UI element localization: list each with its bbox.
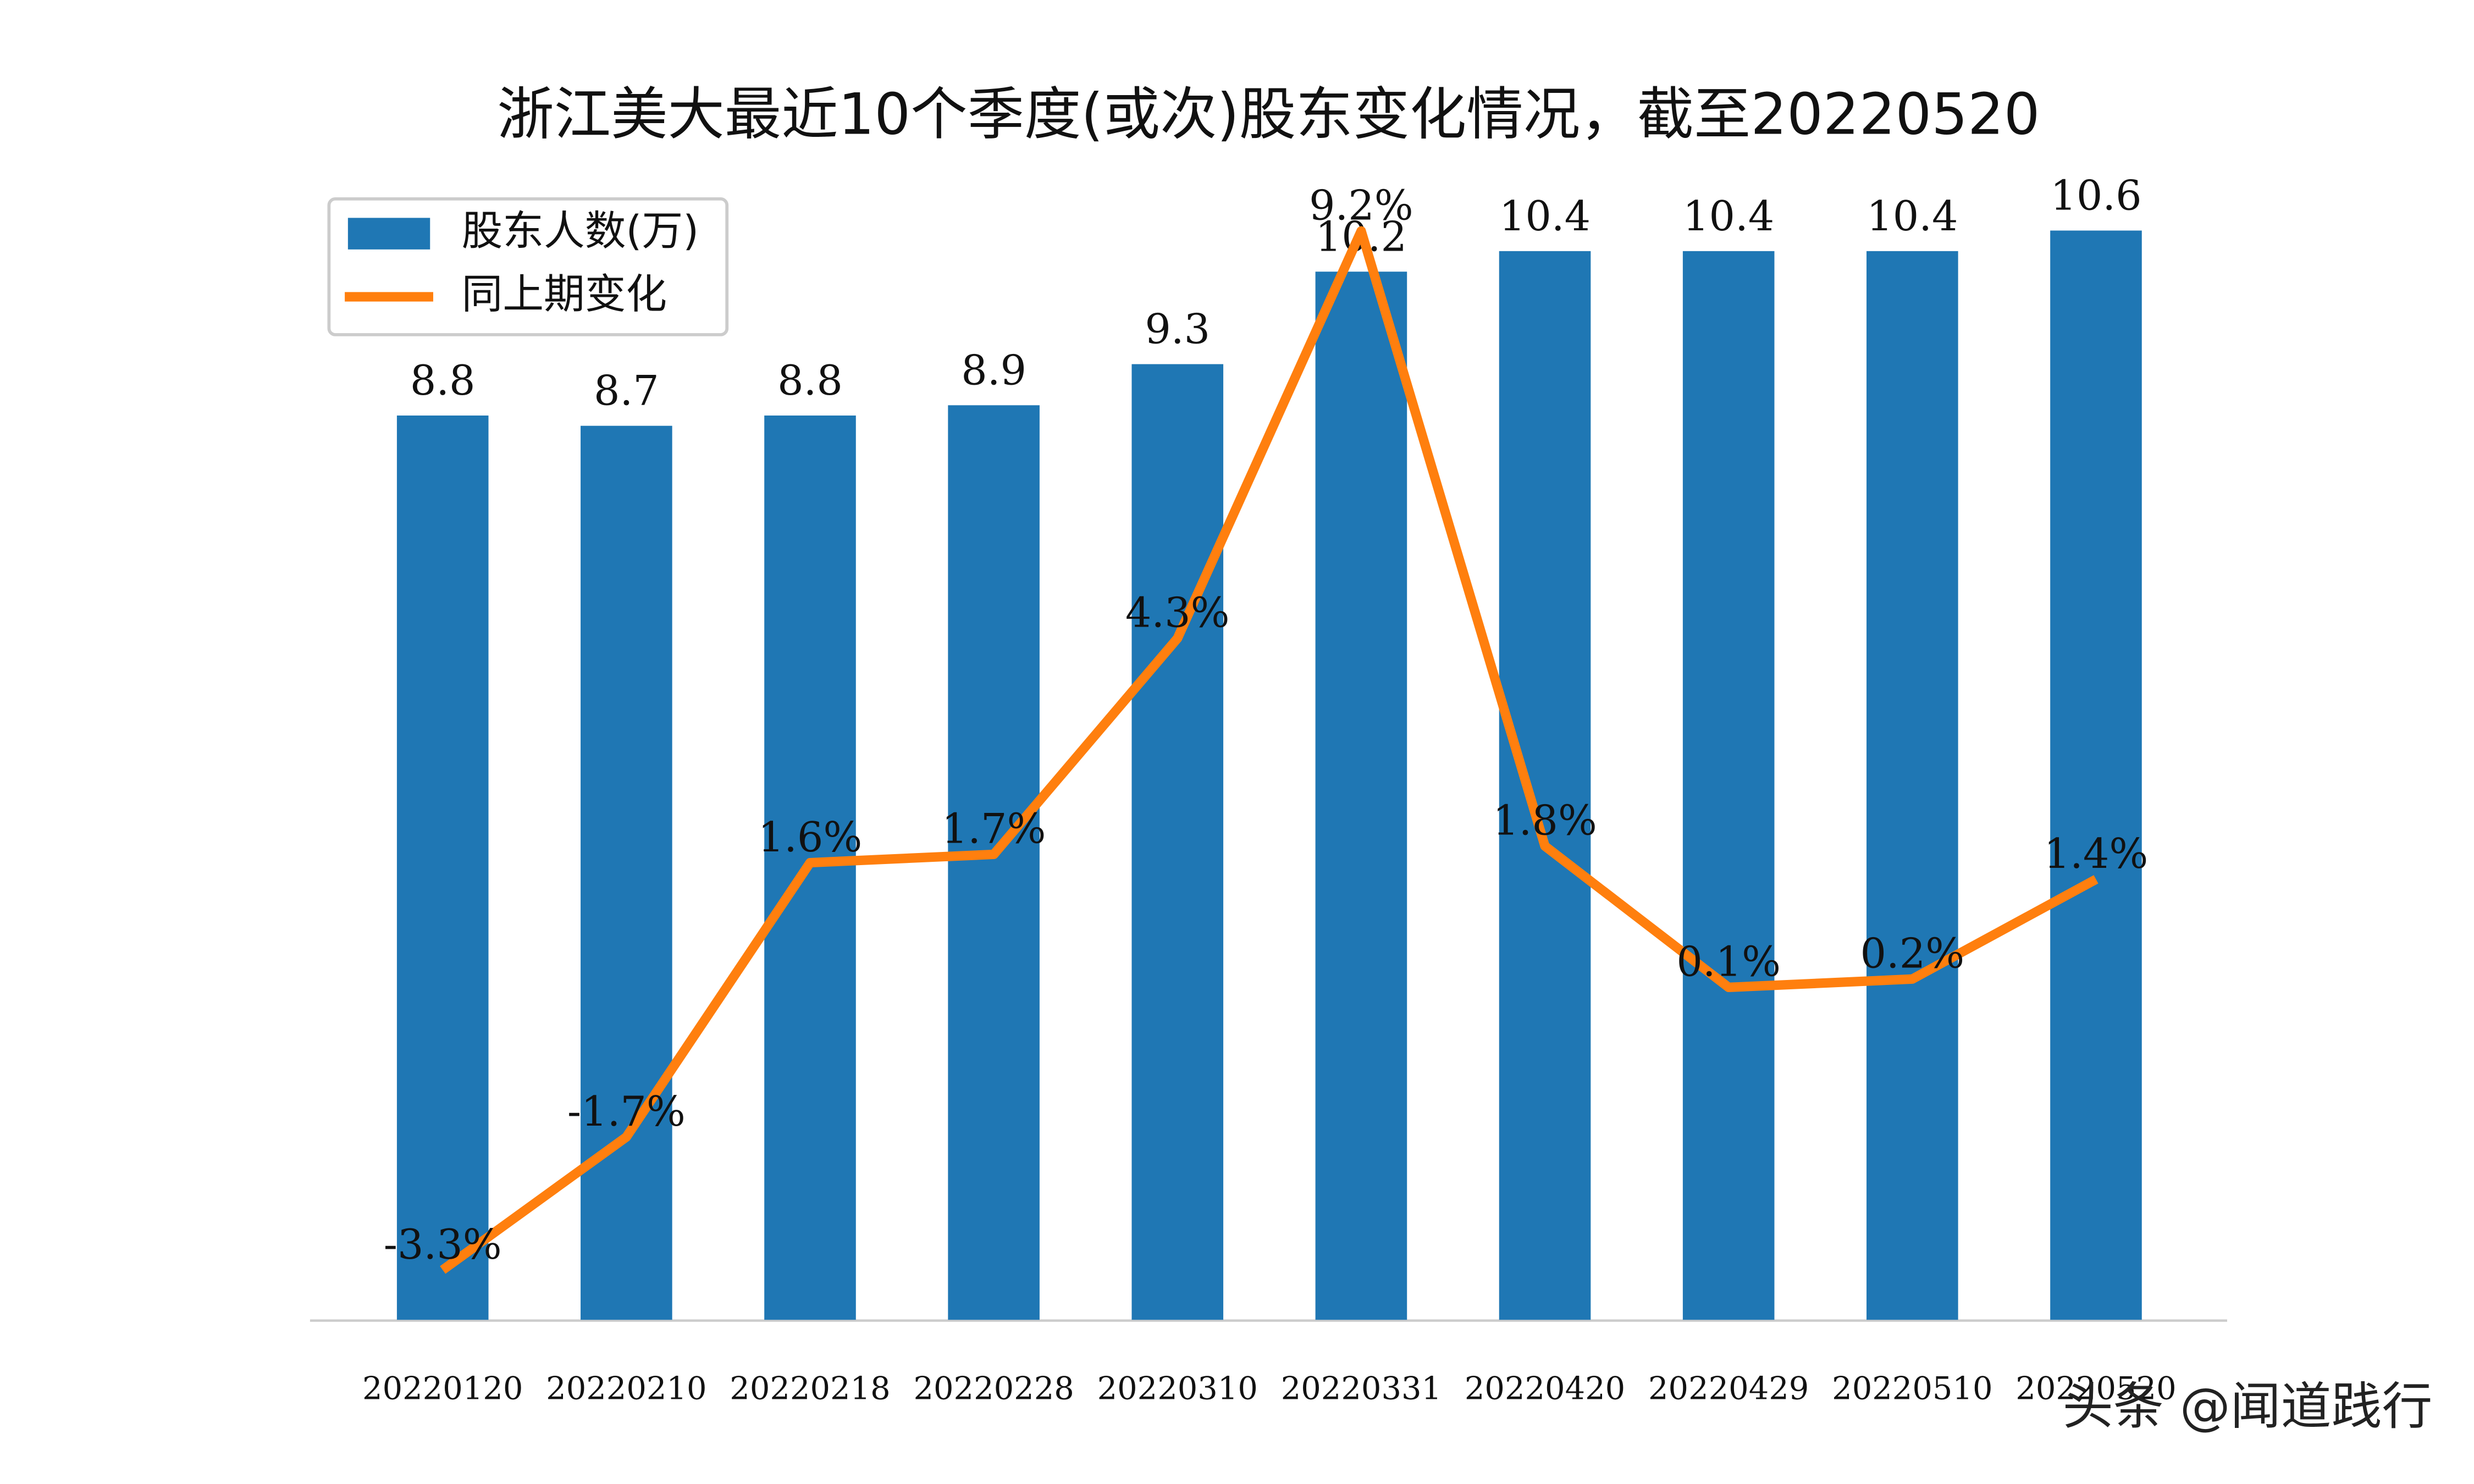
line-value-label: -1.7%: [567, 1088, 686, 1136]
line-value-label: 4.3%: [1125, 589, 1230, 637]
x-tick-label: 20220210: [546, 1370, 706, 1407]
bar-value-label: 8.8: [410, 357, 476, 405]
bar: [1499, 251, 1591, 1320]
line-value-label: 1.7%: [942, 805, 1046, 853]
line-value-label: 1.6%: [758, 813, 863, 861]
line-value-label: 9.2%: [1309, 182, 1413, 230]
bar: [948, 405, 1040, 1320]
bar-value-label: 10.4: [1499, 192, 1591, 240]
bar-value-label: 9.3: [1145, 306, 1210, 353]
x-tick-label: 20220331: [1281, 1370, 1442, 1407]
line-value-label: -3.3%: [384, 1221, 502, 1269]
legend-label: 同上期变化: [462, 270, 667, 318]
watermark: 头条 @闻道践行: [2063, 1377, 2433, 1436]
bar-value-label: 8.8: [777, 357, 843, 405]
x-tick-label: 20220120: [362, 1370, 523, 1407]
x-tick-label: 20220429: [1648, 1370, 1809, 1407]
bar-value-label: 10.4: [1683, 192, 1774, 240]
bar: [1315, 272, 1407, 1320]
legend-label: 股东人数(万): [462, 207, 699, 255]
bar: [1682, 251, 1775, 1320]
line-value-label: 1.8%: [1493, 797, 1597, 845]
x-tick-label: 20220228: [913, 1370, 1074, 1407]
bar: [396, 416, 489, 1320]
line-value-label: 1.4%: [2044, 830, 2149, 878]
x-tick-label: 20220218: [730, 1370, 890, 1407]
x-tick-label: 20220420: [1465, 1370, 1625, 1407]
line-value-label: 0.2%: [1860, 930, 1964, 978]
bar: [1866, 251, 1958, 1320]
bar: [581, 425, 672, 1320]
bar: [2050, 230, 2142, 1320]
plot-area: 20220120 20220210 20220218 20220228 20220310…: [362, 171, 2177, 1407]
legend-swatch: [347, 218, 430, 250]
bar-value-label: 10.6: [2050, 171, 2141, 219]
x-tick-label: 20220520: [2015, 1370, 2176, 1407]
bar-value-label: 8.7: [594, 367, 659, 415]
line-value-label: 0.1%: [1676, 938, 1781, 986]
line: [440, 226, 2099, 1274]
x-tick-label: 20220510: [1832, 1370, 1992, 1407]
chart-title: 浙江美大最近10个季度(或次)股东变化情况，截至20220520: [497, 82, 2040, 148]
legend: 股东人数(万) 同上期变化: [327, 197, 729, 336]
bar-value-label: 10.4: [1866, 192, 1958, 240]
bar-value-label: 8.9: [961, 346, 1026, 394]
bar: [1131, 364, 1224, 1320]
x-tick-label: 20220310: [1097, 1370, 1258, 1407]
